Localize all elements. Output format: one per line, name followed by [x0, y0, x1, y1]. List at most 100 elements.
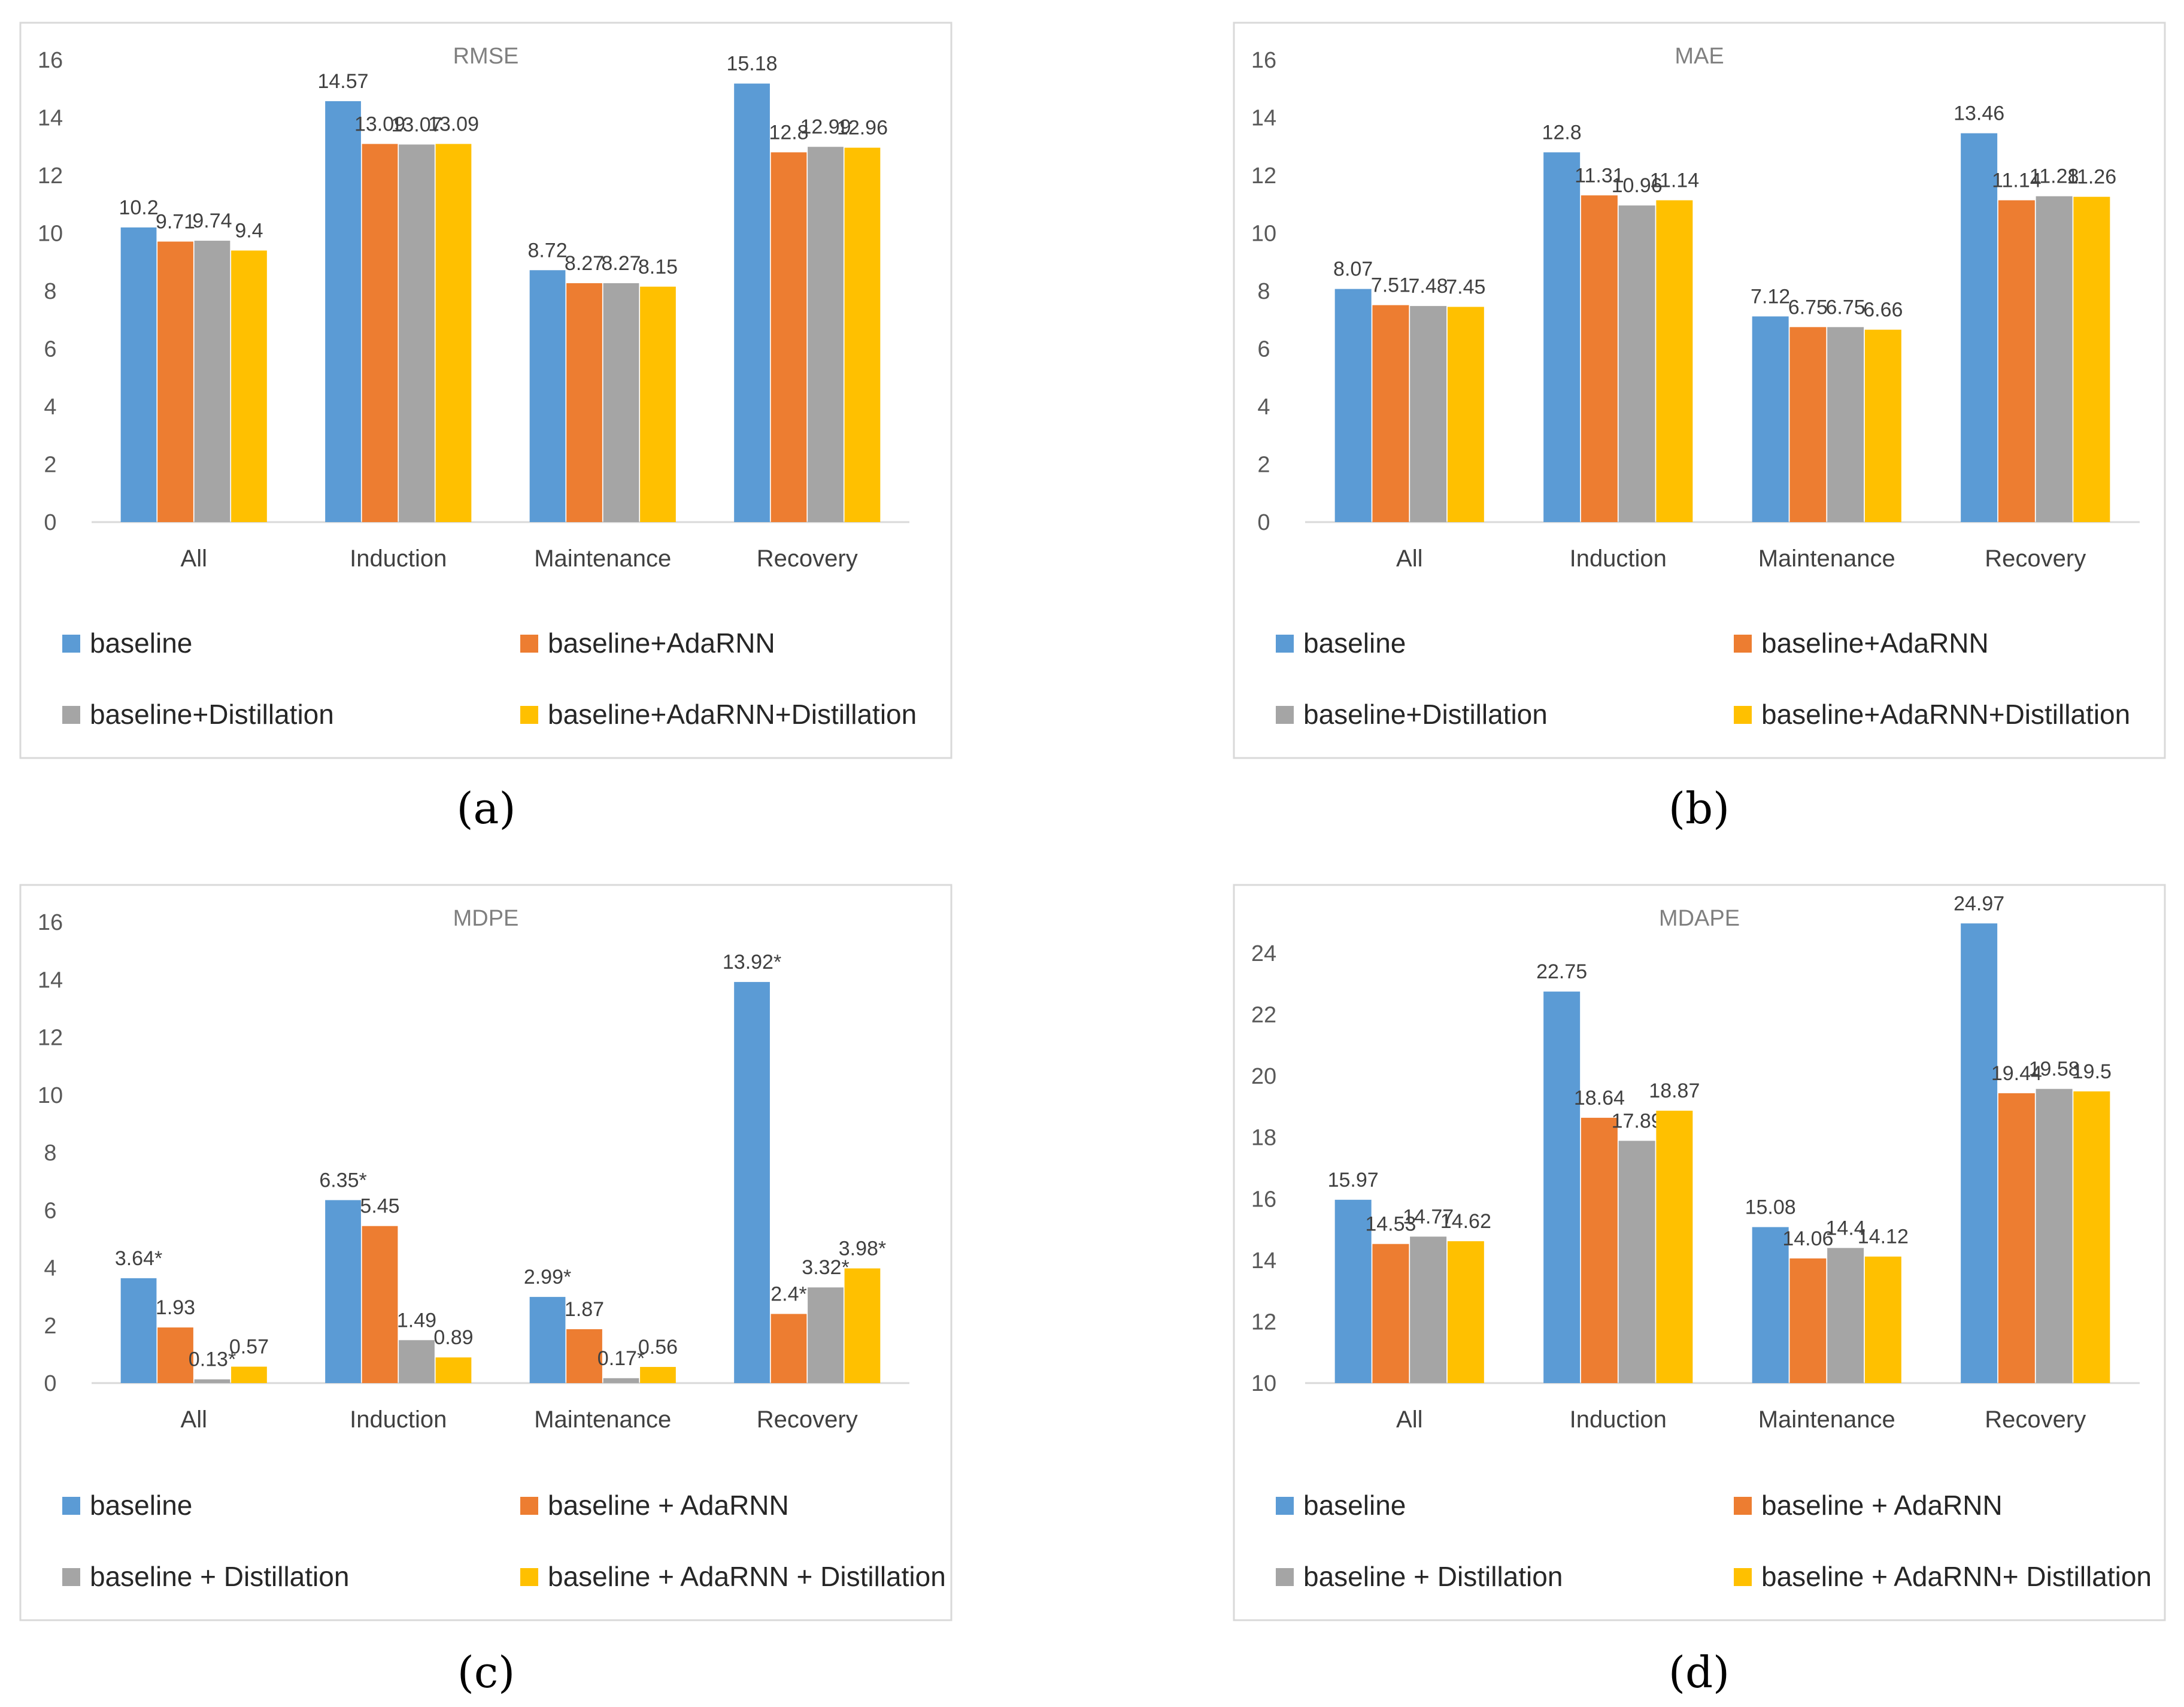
- y-tick-label: 8: [44, 279, 56, 304]
- data-label: 0.13*: [189, 1348, 236, 1371]
- y-tick-label: 14: [38, 106, 63, 131]
- data-label: 19.5: [2072, 1060, 2112, 1083]
- bar-rmse-1-3: [435, 144, 472, 523]
- bar-mdape-3-1: [1998, 1093, 2035, 1383]
- data-label: 9.4: [235, 219, 263, 242]
- chart-title: RMSE: [453, 44, 519, 69]
- bar-mae-0-0: [1334, 289, 1372, 522]
- y-tick-label: 4: [44, 395, 56, 420]
- data-label: 14.4: [1826, 1217, 1866, 1239]
- y-tick-label: 16: [1251, 48, 1276, 73]
- y-tick-label: 18: [1251, 1126, 1276, 1151]
- bar-mdape-0-0: [1334, 1199, 1372, 1383]
- bar-mae-3-1: [1998, 200, 2035, 522]
- data-label: 14.62: [1440, 1210, 1491, 1233]
- bar-mae-1-3: [1656, 200, 1693, 522]
- y-tick-label: 2: [44, 453, 56, 478]
- data-label: 7.12: [1751, 285, 1790, 308]
- data-label: 17.89: [1612, 1109, 1663, 1132]
- bar-mdpe-1-2: [399, 1340, 435, 1383]
- bar-mae-0-3: [1447, 307, 1484, 522]
- y-tick-label: 16: [1251, 1187, 1276, 1212]
- legend-swatch: [62, 1568, 80, 1586]
- bar-rmse-2-1: [566, 283, 602, 522]
- data-label: 2.99*: [524, 1266, 571, 1288]
- y-tick-label: 14: [38, 968, 63, 993]
- bar-mdpe-3-2: [808, 1287, 844, 1383]
- data-label: 18.87: [1649, 1080, 1700, 1102]
- y-tick-label: 12: [1251, 163, 1276, 189]
- y-tick-label: 10: [38, 222, 63, 247]
- bar-mae-3-0: [1961, 133, 1998, 522]
- y-tick-label: 16: [38, 910, 63, 935]
- bar-mdape-0-2: [1410, 1236, 1447, 1383]
- y-tick-label: 22: [1251, 1003, 1276, 1028]
- bar-rmse-3-2: [808, 147, 844, 523]
- legend-item: baseline+Distillation: [1276, 699, 1548, 730]
- legend-swatch: [62, 706, 80, 724]
- legend-item: baseline+AdaRNN+Distillation: [520, 699, 917, 730]
- bar-mdpe-0-0: [120, 1278, 157, 1383]
- x-tick-label: Recovery: [757, 545, 858, 572]
- bar-rmse-1-0: [325, 101, 361, 522]
- y-tick-label: 2: [1257, 453, 1270, 478]
- x-tick-label: Maintenance: [1758, 545, 1895, 572]
- bar-rmse-2-0: [529, 270, 566, 522]
- x-tick-label: Recovery: [757, 1406, 858, 1433]
- figure-caption: (d): [1669, 1647, 1730, 1697]
- data-label: 2.4*: [771, 1283, 807, 1306]
- data-label: 0.17*: [597, 1347, 645, 1370]
- data-label: 8.72: [527, 239, 567, 262]
- chart-frame: [19, 884, 953, 1621]
- bar-mae-1-1: [1581, 195, 1618, 523]
- y-tick-label: 2: [44, 1314, 56, 1339]
- data-label: 8.27: [601, 252, 641, 275]
- data-label: 8.27: [565, 252, 604, 275]
- bar-mdape-2-1: [1789, 1258, 1827, 1383]
- data-label: 15.18: [726, 53, 777, 75]
- legend-item: baseline + AdaRNN+ Distillation: [1734, 1561, 2152, 1592]
- data-label: 19.44: [1991, 1062, 2042, 1085]
- data-label: 6.35*: [319, 1169, 366, 1191]
- y-tick-label: 24: [1251, 941, 1276, 966]
- legend-item: baseline + AdaRNN: [520, 1490, 789, 1521]
- data-label: 11.26: [2067, 166, 2117, 189]
- chart-rmse: 0 2 4 6 8 10 12 14 16 RMSE All 10.29.719.74 9.4 Induc…: [19, 22, 953, 759]
- y-tick-label: 4: [44, 1256, 56, 1281]
- bar-mae-1-0: [1543, 152, 1581, 522]
- data-label: 13.46: [1954, 102, 2004, 125]
- bar-rmse-0-2: [194, 241, 230, 522]
- bar-mdpe-3-1: [771, 1314, 807, 1383]
- bar-mdpe-3-3: [844, 1268, 881, 1383]
- legend-label: baseline+AdaRNN+Distillation: [1761, 699, 2130, 730]
- y-tick-label: 12: [38, 1026, 63, 1051]
- x-tick-label: All: [181, 545, 207, 572]
- data-label: 14.12: [1858, 1226, 1909, 1248]
- data-label: 19.58: [2029, 1058, 2080, 1081]
- figure-caption: (b): [1669, 783, 1730, 833]
- bar-mdpe-3-0: [734, 982, 770, 1383]
- chart-title: MAE: [1675, 44, 1724, 69]
- legend-swatch: [62, 1497, 80, 1515]
- bar-mdpe-1-1: [362, 1226, 398, 1383]
- x-tick-label: All: [1396, 1406, 1422, 1433]
- data-label: 15.08: [1745, 1196, 1796, 1218]
- y-tick-label: 0: [44, 1371, 56, 1396]
- bar-mdape-1-1: [1581, 1117, 1618, 1383]
- data-label: 14.53: [1365, 1213, 1416, 1236]
- legend-item: baseline + AdaRNN: [1734, 1490, 2003, 1521]
- x-tick-label: Recovery: [1985, 1406, 2086, 1433]
- bar-rmse-3-1: [771, 152, 807, 522]
- y-tick-label: 10: [1251, 1371, 1276, 1396]
- bar-rmse-2-2: [603, 283, 639, 522]
- legend-swatch: [62, 635, 80, 653]
- data-label: 0.57: [229, 1336, 269, 1359]
- bar-mae-3-3: [2073, 196, 2110, 523]
- data-label: 13.09: [428, 113, 479, 135]
- bar-mdape-2-0: [1752, 1227, 1789, 1383]
- y-tick-label: 0: [44, 510, 56, 535]
- legend-label: baseline + AdaRNN + Distillation: [548, 1561, 946, 1592]
- y-tick-label: 20: [1251, 1064, 1276, 1089]
- y-tick-label: 4: [1257, 395, 1270, 420]
- x-tick-label: Induction: [350, 545, 447, 572]
